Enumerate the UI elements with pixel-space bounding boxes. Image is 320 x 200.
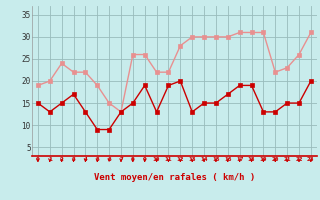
X-axis label: Vent moyen/en rafales ( km/h ): Vent moyen/en rafales ( km/h ) [94, 174, 255, 182]
